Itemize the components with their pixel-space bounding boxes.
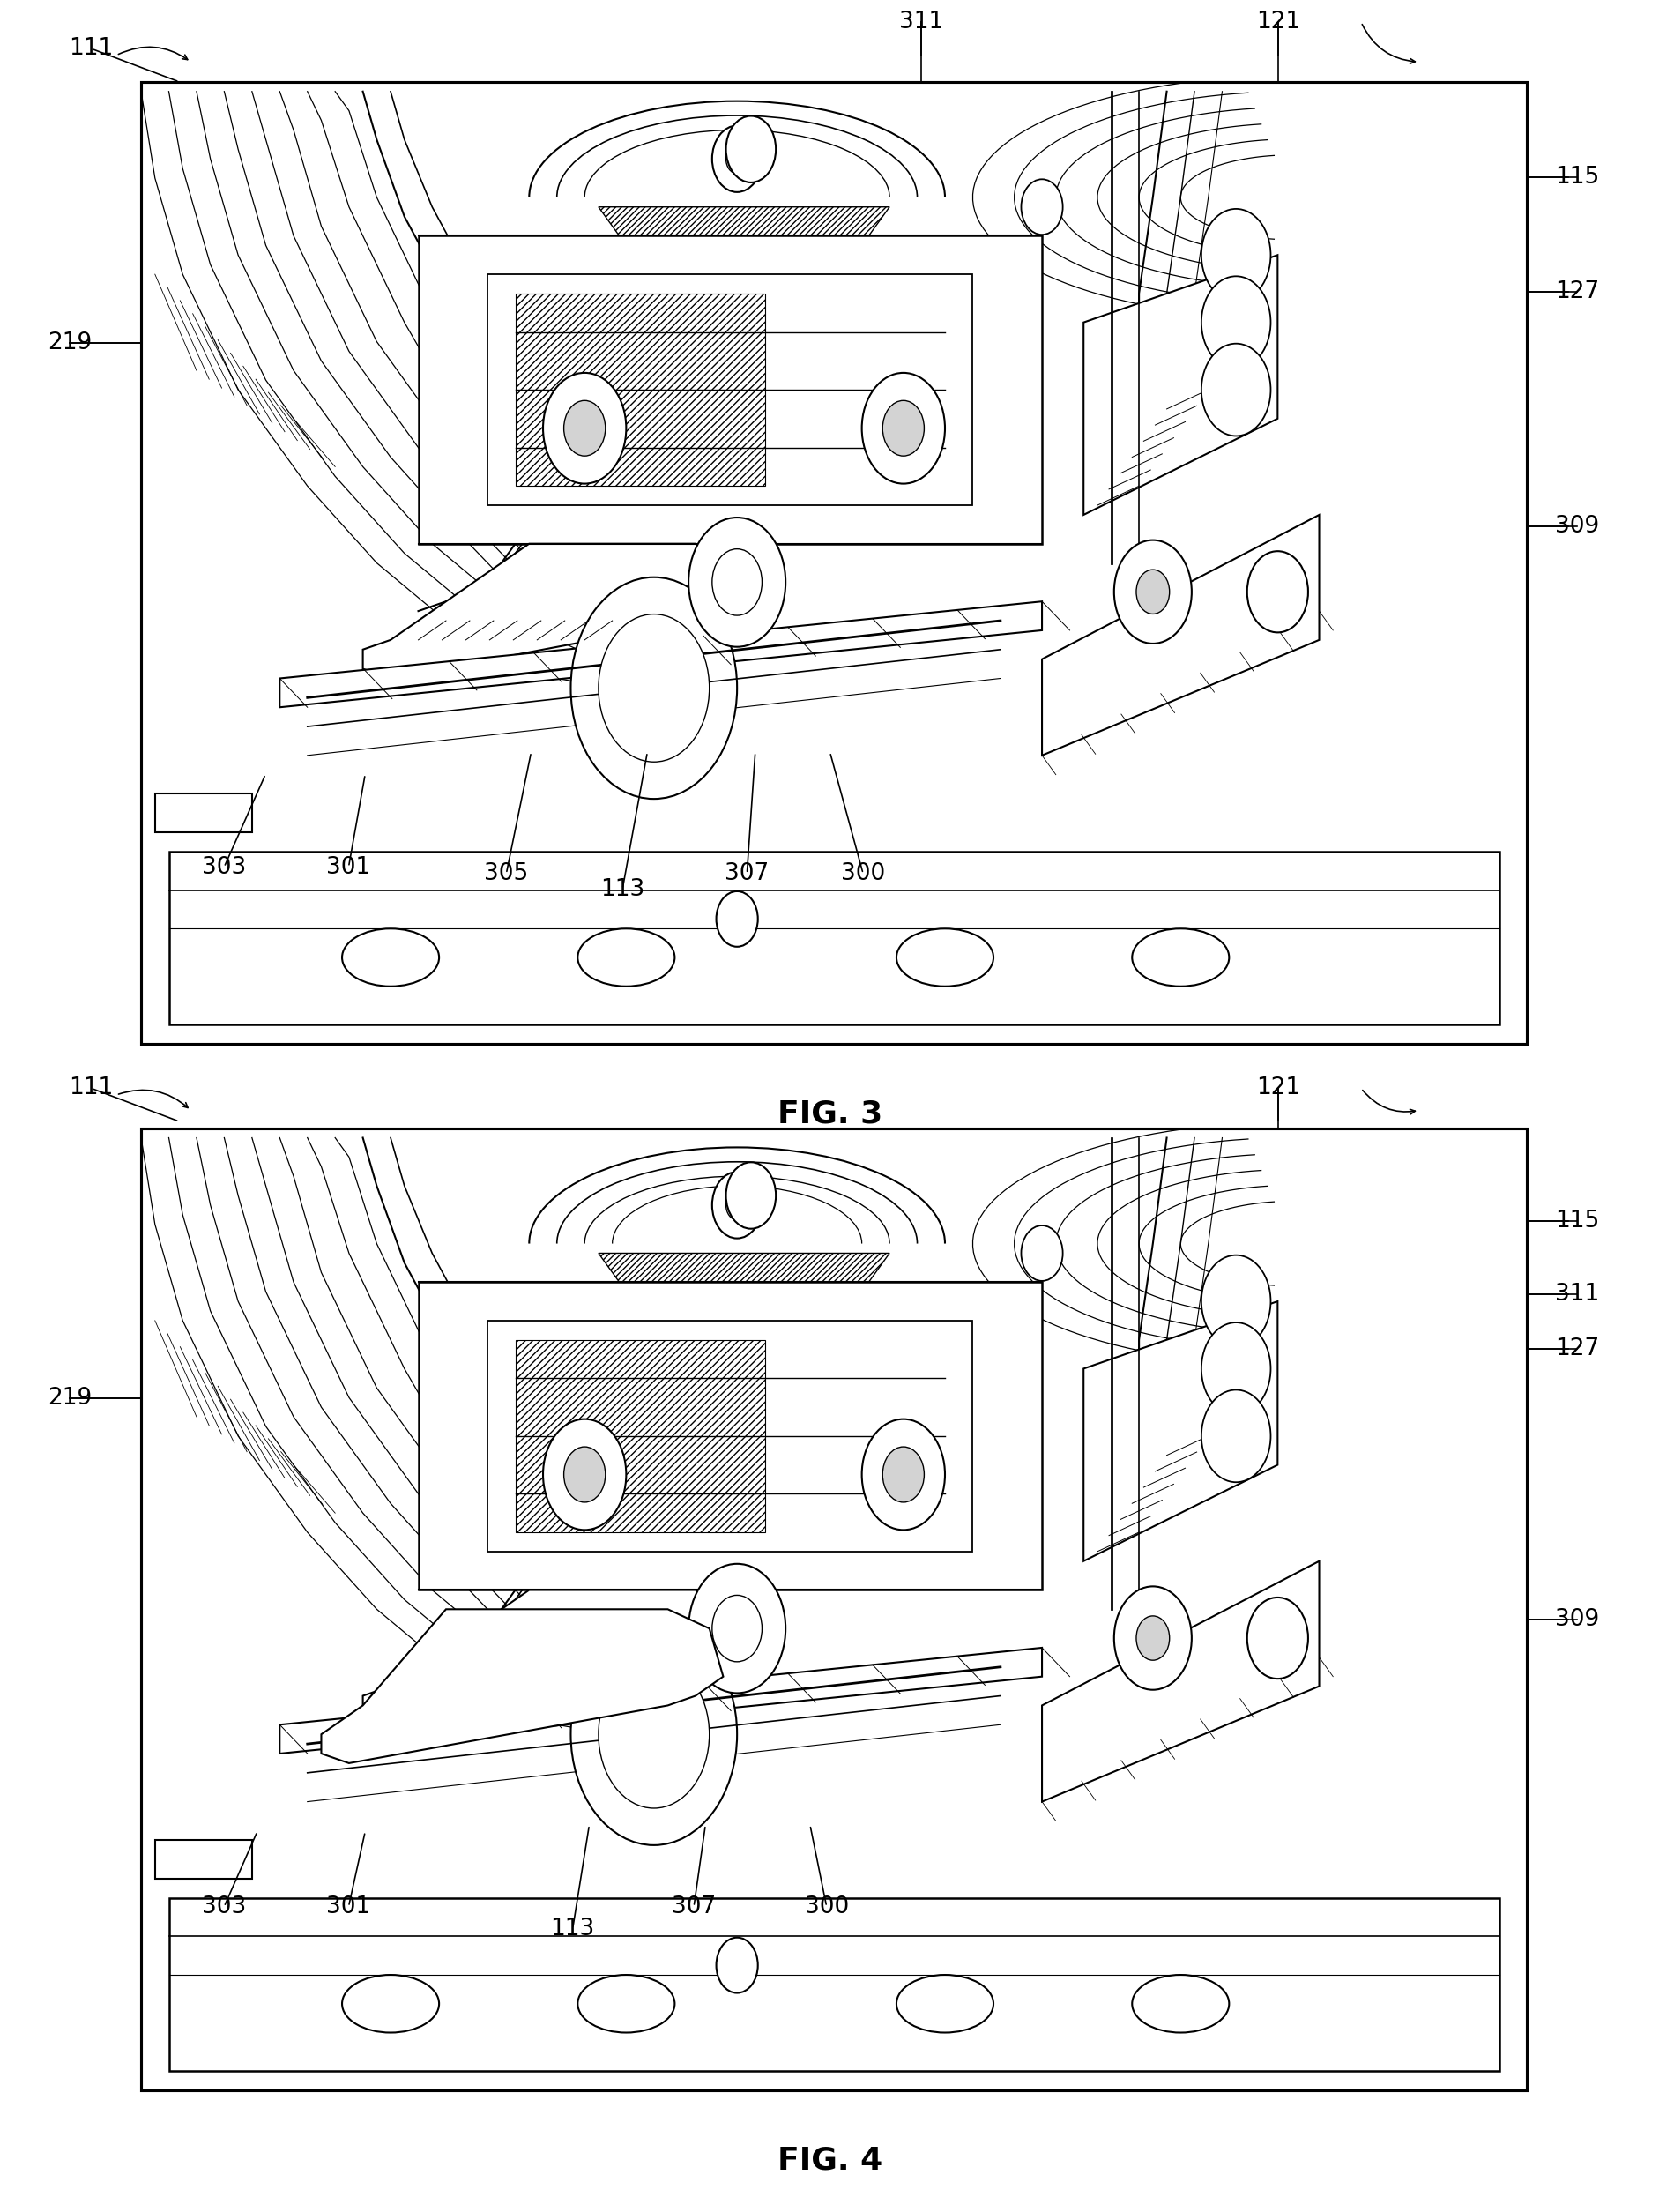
- Circle shape: [717, 891, 758, 947]
- Polygon shape: [1083, 1301, 1277, 1562]
- Circle shape: [725, 1190, 748, 1219]
- Ellipse shape: [342, 1975, 440, 2033]
- Polygon shape: [363, 544, 750, 679]
- Text: 311: 311: [1554, 1283, 1598, 1305]
- Text: 301: 301: [327, 1896, 370, 1918]
- Text: 219: 219: [48, 1387, 91, 1409]
- Text: 127: 127: [1554, 281, 1598, 303]
- Text: 111: 111: [70, 38, 113, 60]
- Bar: [141, 82, 1526, 1044]
- Circle shape: [1113, 540, 1191, 644]
- Text: 113: 113: [601, 878, 644, 900]
- Circle shape: [1246, 551, 1307, 633]
- Text: 309: 309: [1554, 515, 1598, 538]
- Circle shape: [571, 1624, 737, 1845]
- Ellipse shape: [896, 1975, 994, 2033]
- Circle shape: [1201, 1389, 1271, 1482]
- Polygon shape: [1042, 515, 1319, 754]
- Bar: [141, 1128, 1526, 2090]
- Circle shape: [599, 615, 708, 761]
- Bar: [141, 1128, 1526, 2090]
- Text: 115: 115: [1554, 1210, 1598, 1232]
- Text: 127: 127: [1554, 1338, 1598, 1360]
- Text: 219: 219: [48, 332, 91, 354]
- Circle shape: [542, 1420, 625, 1531]
- Circle shape: [1201, 343, 1271, 436]
- Circle shape: [725, 144, 748, 173]
- Polygon shape: [514, 294, 765, 487]
- Ellipse shape: [577, 1975, 674, 2033]
- Circle shape: [1201, 276, 1271, 369]
- Text: 300: 300: [805, 1896, 848, 1918]
- Circle shape: [1201, 1254, 1271, 1347]
- Text: 311: 311: [899, 11, 942, 33]
- Polygon shape: [169, 852, 1498, 1024]
- Circle shape: [1136, 571, 1170, 615]
- Circle shape: [717, 1938, 758, 1993]
- Circle shape: [564, 1447, 606, 1502]
- Ellipse shape: [896, 929, 994, 987]
- Text: FIG. 3: FIG. 3: [776, 1099, 883, 1130]
- Polygon shape: [514, 1340, 765, 1533]
- Text: 301: 301: [327, 856, 370, 878]
- Text: 121: 121: [1256, 11, 1299, 33]
- Circle shape: [599, 1661, 708, 1807]
- Polygon shape: [1083, 254, 1277, 515]
- Circle shape: [861, 1420, 944, 1531]
- Text: 305: 305: [484, 863, 528, 885]
- Circle shape: [725, 115, 775, 181]
- Ellipse shape: [1131, 1975, 1228, 2033]
- Circle shape: [564, 400, 606, 456]
- Polygon shape: [599, 1254, 889, 1292]
- Text: 307: 307: [725, 863, 768, 885]
- Text: 113: 113: [551, 1918, 594, 1940]
- Circle shape: [712, 549, 761, 615]
- Circle shape: [712, 126, 761, 192]
- Polygon shape: [279, 1648, 1042, 1754]
- Circle shape: [571, 577, 737, 799]
- Polygon shape: [488, 274, 972, 504]
- Circle shape: [712, 1595, 761, 1661]
- Text: 121: 121: [1256, 1077, 1299, 1099]
- Polygon shape: [1042, 1562, 1319, 1801]
- Circle shape: [1020, 1225, 1062, 1281]
- Bar: [141, 82, 1526, 1044]
- Text: FIG. 4: FIG. 4: [776, 2146, 883, 2177]
- Polygon shape: [363, 1590, 750, 1725]
- Circle shape: [725, 1161, 775, 1228]
- Text: 115: 115: [1554, 166, 1598, 188]
- Polygon shape: [599, 208, 889, 246]
- Text: 303: 303: [202, 856, 246, 878]
- Circle shape: [883, 400, 924, 456]
- Polygon shape: [322, 1608, 723, 1763]
- Text: 300: 300: [841, 863, 884, 885]
- Text: 111: 111: [70, 1077, 113, 1099]
- Text: 309: 309: [1554, 1608, 1598, 1630]
- Polygon shape: [418, 1283, 1042, 1590]
- Polygon shape: [169, 1898, 1498, 2070]
- Circle shape: [712, 1172, 761, 1239]
- Ellipse shape: [1131, 929, 1228, 987]
- Circle shape: [1201, 1323, 1271, 1416]
- Polygon shape: [154, 1840, 252, 1878]
- Circle shape: [883, 1447, 924, 1502]
- Polygon shape: [418, 237, 1042, 544]
- Polygon shape: [488, 1321, 972, 1551]
- Text: 303: 303: [202, 1896, 246, 1918]
- Circle shape: [1201, 208, 1271, 301]
- Circle shape: [1113, 1586, 1191, 1690]
- Ellipse shape: [342, 929, 440, 987]
- Ellipse shape: [577, 929, 674, 987]
- Circle shape: [1020, 179, 1062, 234]
- Polygon shape: [154, 794, 252, 832]
- Polygon shape: [279, 602, 1042, 708]
- Circle shape: [1246, 1597, 1307, 1679]
- Circle shape: [542, 374, 625, 484]
- Circle shape: [1136, 1617, 1170, 1661]
- Text: 307: 307: [672, 1896, 715, 1918]
- Circle shape: [688, 518, 785, 646]
- Circle shape: [688, 1564, 785, 1692]
- Circle shape: [861, 374, 944, 484]
